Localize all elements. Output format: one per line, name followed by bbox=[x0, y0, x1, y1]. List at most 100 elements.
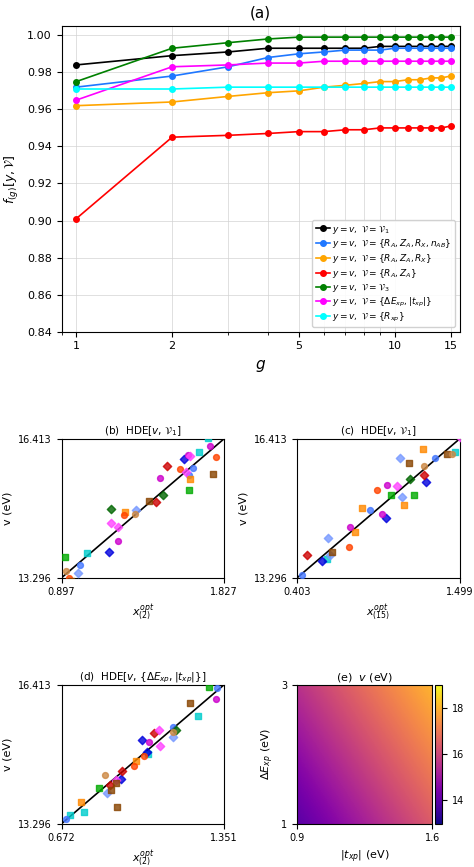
Point bbox=[379, 507, 386, 521]
Point bbox=[140, 749, 147, 763]
Point bbox=[397, 451, 404, 465]
Point bbox=[103, 786, 110, 800]
Point bbox=[68, 574, 75, 588]
Point bbox=[182, 466, 190, 479]
Point bbox=[169, 720, 176, 734]
Point bbox=[169, 725, 177, 739]
Point bbox=[420, 460, 428, 473]
Point bbox=[113, 800, 120, 814]
Point bbox=[327, 548, 334, 562]
Point bbox=[419, 442, 427, 456]
Point bbox=[186, 483, 193, 497]
Point bbox=[212, 693, 219, 707]
Point bbox=[420, 468, 428, 482]
Point bbox=[406, 473, 414, 486]
Point bbox=[346, 519, 354, 533]
Point bbox=[108, 783, 115, 797]
Point bbox=[351, 525, 358, 539]
Point bbox=[145, 734, 153, 748]
Point bbox=[324, 531, 332, 544]
Point bbox=[431, 451, 439, 465]
Point bbox=[83, 545, 91, 559]
Point bbox=[61, 550, 69, 564]
Title: (e)  $v$ (eV): (e) $v$ (eV) bbox=[336, 671, 393, 684]
Point bbox=[138, 733, 146, 747]
X-axis label: $x^{opt}_{(15)}$: $x^{opt}_{(15)}$ bbox=[366, 603, 391, 623]
Point bbox=[63, 812, 70, 826]
Point bbox=[77, 558, 84, 572]
Point bbox=[443, 447, 451, 460]
Point bbox=[230, 682, 238, 696]
Point bbox=[156, 472, 164, 486]
Point bbox=[150, 727, 158, 740]
Point bbox=[393, 479, 401, 492]
Point bbox=[159, 487, 166, 501]
Legend: $y = v,\ \mathcal{V} = \mathcal{V}_1$, $y = v,\ \mathcal{V} = \{R_A, Z_A, R_X, n: $y = v,\ \mathcal{V} = \mathcal{V}_1$, $… bbox=[312, 220, 455, 327]
Point bbox=[194, 709, 201, 723]
Point bbox=[112, 773, 119, 787]
Point bbox=[213, 681, 220, 695]
Y-axis label: $\Delta E_{xp}$ (eV): $\Delta E_{xp}$ (eV) bbox=[259, 728, 276, 780]
Point bbox=[401, 498, 408, 512]
Title: (a): (a) bbox=[250, 6, 271, 21]
Point bbox=[303, 548, 310, 562]
Point bbox=[74, 566, 82, 580]
Y-axis label: v (eV): v (eV) bbox=[2, 738, 13, 771]
Point bbox=[62, 564, 70, 577]
Point bbox=[298, 568, 305, 582]
Point bbox=[65, 570, 73, 584]
Point bbox=[80, 805, 88, 818]
Point bbox=[185, 468, 192, 482]
Point bbox=[145, 747, 152, 761]
X-axis label: g: g bbox=[256, 357, 265, 372]
Point bbox=[345, 540, 352, 554]
Point bbox=[181, 452, 188, 466]
Point bbox=[170, 730, 177, 744]
X-axis label: $|t_{xp}|$ (eV): $|t_{xp}|$ (eV) bbox=[340, 849, 390, 865]
Point bbox=[398, 490, 406, 504]
Point bbox=[176, 461, 183, 475]
Point bbox=[382, 512, 389, 525]
Point bbox=[114, 520, 122, 534]
Point bbox=[319, 555, 326, 569]
Point bbox=[107, 502, 114, 516]
Point bbox=[210, 466, 217, 480]
Point bbox=[323, 552, 331, 566]
Point bbox=[172, 723, 180, 737]
Point bbox=[107, 516, 115, 530]
Point bbox=[95, 781, 102, 795]
Point bbox=[204, 431, 212, 445]
Y-axis label: v (eV): v (eV) bbox=[2, 492, 13, 525]
Point bbox=[156, 739, 164, 753]
Point bbox=[405, 456, 413, 470]
Title: (c)  HDE[$v$, $\mathcal{V}_1$]: (c) HDE[$v$, $\mathcal{V}_1$] bbox=[340, 425, 417, 439]
Point bbox=[328, 545, 336, 559]
Point bbox=[451, 445, 459, 459]
Point bbox=[186, 449, 194, 463]
Point bbox=[456, 429, 464, 443]
Point bbox=[373, 483, 381, 497]
Title: (b)  HDE[$v$, $\mathcal{V}_1$]: (b) HDE[$v$, $\mathcal{V}_1$] bbox=[104, 425, 182, 439]
X-axis label: $x^{opt}_{(2)}$: $x^{opt}_{(2)}$ bbox=[132, 849, 154, 867]
Point bbox=[55, 824, 63, 838]
Point bbox=[132, 753, 140, 767]
Point bbox=[132, 503, 139, 517]
Point bbox=[112, 776, 120, 790]
Point bbox=[422, 475, 430, 489]
Title: (d)  HDE[$v$, $\{\Delta E_{xp}, |t_{xp}|\}$]: (d) HDE[$v$, $\{\Delta E_{xp}, |t_{xp}|\… bbox=[79, 670, 207, 685]
Point bbox=[152, 495, 159, 509]
Point bbox=[163, 460, 171, 473]
Point bbox=[358, 501, 366, 515]
Point bbox=[121, 505, 129, 518]
Point bbox=[189, 460, 196, 474]
Point bbox=[143, 745, 151, 759]
Point bbox=[448, 447, 456, 461]
Point bbox=[155, 723, 163, 737]
Point bbox=[105, 545, 113, 559]
Point bbox=[206, 439, 214, 453]
Point bbox=[114, 534, 121, 548]
Y-axis label: $f_{(g)}[y, \mathcal{V}]$: $f_{(g)}[y, \mathcal{V}]$ bbox=[3, 154, 21, 204]
Point bbox=[146, 493, 153, 507]
Point bbox=[366, 504, 374, 518]
Point bbox=[77, 795, 85, 809]
